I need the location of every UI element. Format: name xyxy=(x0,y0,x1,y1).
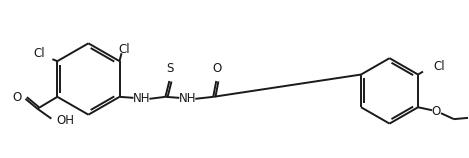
Text: OH: OH xyxy=(56,114,75,127)
Text: NH: NH xyxy=(133,92,150,105)
Text: O: O xyxy=(212,62,222,75)
Text: S: S xyxy=(166,62,174,75)
Text: NH: NH xyxy=(179,92,196,105)
Text: O: O xyxy=(12,91,22,104)
Text: Cl: Cl xyxy=(119,43,130,56)
Text: Cl: Cl xyxy=(433,60,445,73)
Text: Cl: Cl xyxy=(34,47,45,60)
Text: O: O xyxy=(431,105,440,118)
